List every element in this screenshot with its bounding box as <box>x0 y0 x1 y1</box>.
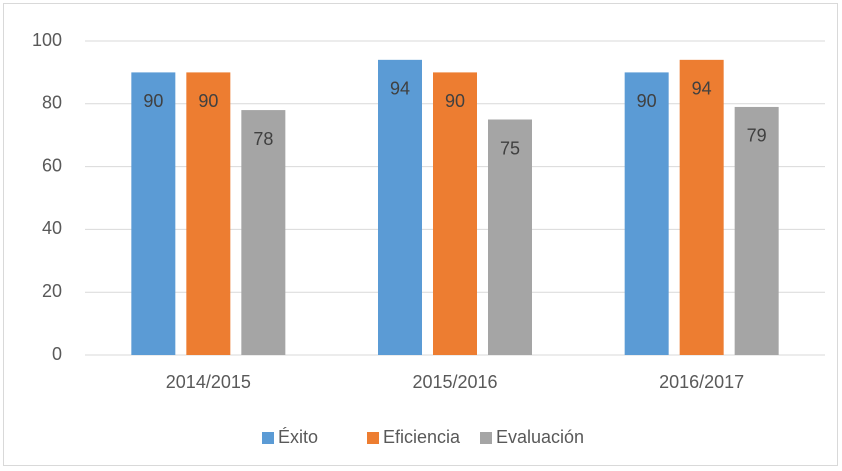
legend-label: Éxito <box>278 427 318 447</box>
value-label: 78 <box>253 129 273 149</box>
value-label: 75 <box>500 138 520 158</box>
y-tick-label: 40 <box>42 218 62 238</box>
x-tick-label: 2015/2016 <box>412 372 497 392</box>
bar <box>186 72 231 356</box>
y-tick-label: 80 <box>42 93 62 113</box>
legend-label: Eficiencia <box>383 427 461 447</box>
x-tick-label: 2016/2017 <box>659 372 744 392</box>
bar <box>734 106 779 355</box>
bar <box>624 72 669 356</box>
value-label: 90 <box>637 91 657 111</box>
value-label: 90 <box>143 91 163 111</box>
y-tick-label: 20 <box>42 281 62 301</box>
bar <box>488 119 532 355</box>
value-label: 90 <box>198 91 218 111</box>
bar <box>433 72 477 356</box>
value-label: 90 <box>445 91 465 111</box>
bar <box>241 110 286 355</box>
legend-label: Evaluación <box>496 427 584 447</box>
value-label: 94 <box>390 79 410 99</box>
bar <box>131 72 176 356</box>
legend-swatch <box>262 432 274 444</box>
y-tick-label: 0 <box>52 344 62 364</box>
value-label: 79 <box>747 126 767 146</box>
y-tick-label: 60 <box>42 155 62 175</box>
y-tick-label: 100 <box>32 30 62 50</box>
legend-swatch <box>480 432 492 444</box>
legend-swatch <box>367 432 379 444</box>
bar <box>378 59 422 356</box>
bar <box>679 59 724 356</box>
x-tick-label: 2014/2015 <box>166 372 251 392</box>
value-label: 94 <box>692 79 712 99</box>
